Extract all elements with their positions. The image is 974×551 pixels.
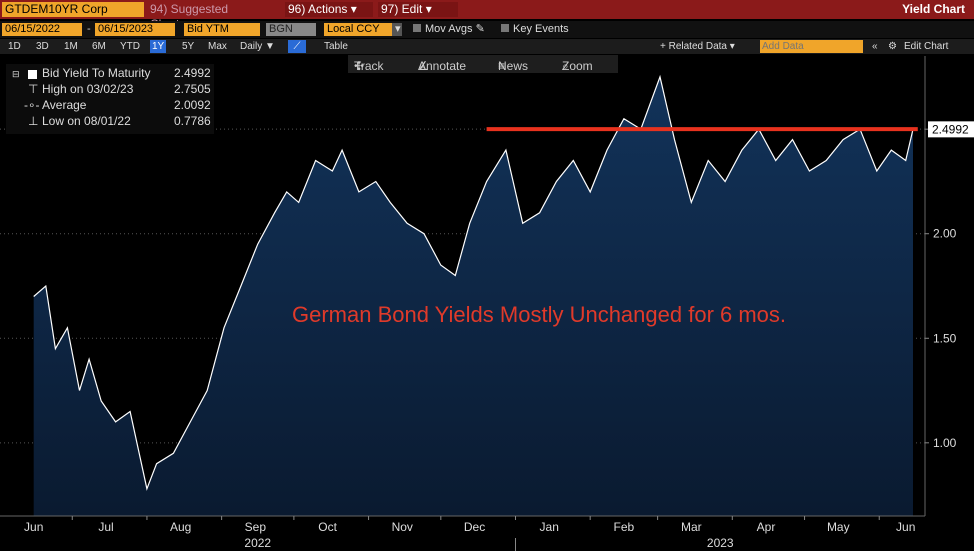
chart-annotation: German Bond Yields Mostly Unchanged for … (292, 302, 787, 327)
pen-icon: ∠ (418, 59, 429, 73)
y-tick-label: 1.00 (933, 436, 957, 450)
controls-bar: 06/15/2022 - 06/15/2023 Bid YTM BGN Loca… (0, 21, 974, 38)
yield-line (33, 74, 914, 491)
chevron-down-icon: ▾ (350, 2, 357, 16)
page-title: Yield Chart (902, 2, 965, 16)
legend-average-label: Average (42, 98, 87, 112)
magnifier-icon: ⌕ (562, 59, 569, 73)
legend-row-average: -∘- Average 2.0092 (10, 98, 211, 114)
x-tick-label: Jan (540, 520, 559, 534)
x-tick-label: Jun (24, 520, 43, 534)
average-marker-icon: -∘- (24, 98, 40, 112)
chevron-down-icon: ▼ (265, 41, 275, 52)
start-date-input[interactable]: 06/15/2022 (2, 23, 82, 36)
actions-label: 96) Actions (288, 2, 348, 16)
news-icon: ≡ (498, 59, 506, 73)
related-data-button[interactable]: + Related Data ▾ (658, 40, 737, 53)
currency-select[interactable]: Local CCY (324, 23, 392, 36)
line-chart-icon[interactable]: ⟋ (288, 40, 306, 53)
x-tick-label: May (827, 520, 850, 534)
currency-dropdown-icon[interactable]: ▾ (392, 23, 402, 36)
news-label: News (498, 59, 529, 73)
legend-high-value: 2.7505 (174, 82, 211, 96)
last-value-badge: 2.4992 (928, 121, 974, 138)
source-input[interactable]: BGN (266, 23, 316, 36)
settings-icon[interactable]: ⚙ (888, 41, 897, 52)
legend-panel: ⊟ Bid Yield To Maturity 2.4992 ⊤ High on… (6, 64, 214, 134)
range-5y[interactable]: 5Y (182, 41, 195, 52)
x-tick-label: Feb (614, 520, 635, 534)
annotate-label: Annotate (418, 59, 467, 73)
crosshair-icon: ✣ (354, 59, 365, 73)
yield-area (33, 76, 913, 517)
last-value-label: 2.4992 (932, 122, 969, 136)
legend-row-high: ⊤ High on 03/02/23 2.7505 (10, 82, 211, 98)
chart-toolbar: ✣ Track ∠ Annotate ≡ News ⌕ Zoom (348, 55, 618, 73)
x-tick-label: Jul (98, 520, 113, 534)
actions-menu[interactable]: 96) Actions ▾ (285, 2, 373, 17)
x-tick-label: Oct (318, 520, 337, 534)
year-label-2022: 2022 (244, 536, 271, 550)
legend-high-label: High on 03/02/23 (42, 82, 134, 96)
frequency-select[interactable]: Daily ▼ (238, 40, 277, 53)
zoom-label: Zoom (562, 59, 593, 73)
legend-low-label: Low on 08/01/22 (42, 114, 131, 128)
series-swatch (28, 70, 37, 79)
chevron-down-icon: ▾ (729, 41, 735, 52)
legend-row-series[interactable]: ⊟ Bid Yield To Maturity 2.4992 (10, 66, 211, 82)
range-3d[interactable]: 3D (36, 41, 49, 52)
legend-row-low: ⊥ Low on 08/01/22 0.7786 (10, 114, 211, 130)
range-1d[interactable]: 1D (8, 41, 21, 52)
edit-label: 97) Edit (381, 2, 423, 16)
x-tick-label: Mar (681, 520, 702, 534)
range-bar: 1D 3D 1M 6M YTD 1Y 5Y Max Daily ▼ ⟋ Tabl… (0, 39, 974, 54)
collapse-box-icon: ⊟ (12, 69, 20, 79)
edit-chart-button[interactable]: Edit Chart (904, 41, 949, 52)
key-events-label: Key Events (513, 23, 569, 35)
date-separator: - (87, 23, 91, 35)
low-marker-icon: ⊥ (28, 114, 39, 128)
x-axis: Jun Jul Aug Sep Oct Nov Dec Jan Feb Mar Apr May Jun 2… (0, 515, 925, 551)
legend-series-label: Bid Yield To Maturity (42, 66, 151, 80)
high-marker-icon: ⊤ (28, 82, 39, 96)
collapse-icon[interactable]: « (872, 41, 878, 52)
related-data-label: + Related Data (660, 41, 727, 52)
mov-avgs-toggle[interactable]: Mov Avgs ✎ (410, 23, 510, 36)
legend-low-value: 0.7786 (174, 114, 211, 128)
table-button[interactable]: Table (324, 41, 348, 52)
checkbox-icon (413, 24, 421, 32)
frequency-label: Daily (240, 41, 263, 52)
ticker-field[interactable]: GTDEM10YR Corp (2, 2, 144, 17)
chevron-down-icon: ▾ (425, 2, 432, 16)
mov-avgs-label: Mov Avgs (425, 23, 473, 35)
legend-last-value: 2.4992 (174, 66, 211, 80)
range-ytd[interactable]: YTD (120, 41, 140, 52)
edit-menu[interactable]: 97) Edit ▾ (378, 2, 458, 17)
last-value-box (928, 121, 974, 138)
range-max[interactable]: Max (208, 41, 227, 52)
add-data-input[interactable] (760, 40, 863, 53)
pencil-icon: ✎ (475, 23, 485, 35)
y-tick-label: 1.50 (933, 331, 957, 345)
track-label: Track (354, 59, 384, 73)
x-tick-label: Dec (464, 520, 485, 534)
range-6m[interactable]: 6M (92, 41, 106, 52)
range-1y[interactable]: 1Y (150, 40, 167, 53)
range-1m[interactable]: 1M (64, 41, 78, 52)
header-bar: GTDEM10YR Corp 94) Suggested Charts 96) … (0, 0, 974, 31)
x-tick-label: Apr (757, 520, 776, 534)
year-label-2023: 2023 (707, 536, 734, 550)
y-tick-label: 2.00 (933, 227, 957, 241)
checkbox-icon (501, 24, 509, 32)
x-tick-label: Sep (245, 520, 267, 534)
x-tick-label: Jun (896, 520, 915, 534)
key-events-toggle[interactable]: Key Events (498, 23, 588, 36)
end-date-input[interactable]: 06/15/2023 (95, 23, 175, 36)
x-tick-label: Nov (392, 520, 413, 534)
x-tick-label: Aug (170, 520, 191, 534)
legend-average-value: 2.0092 (174, 98, 211, 112)
field-input[interactable]: Bid YTM (184, 23, 260, 36)
